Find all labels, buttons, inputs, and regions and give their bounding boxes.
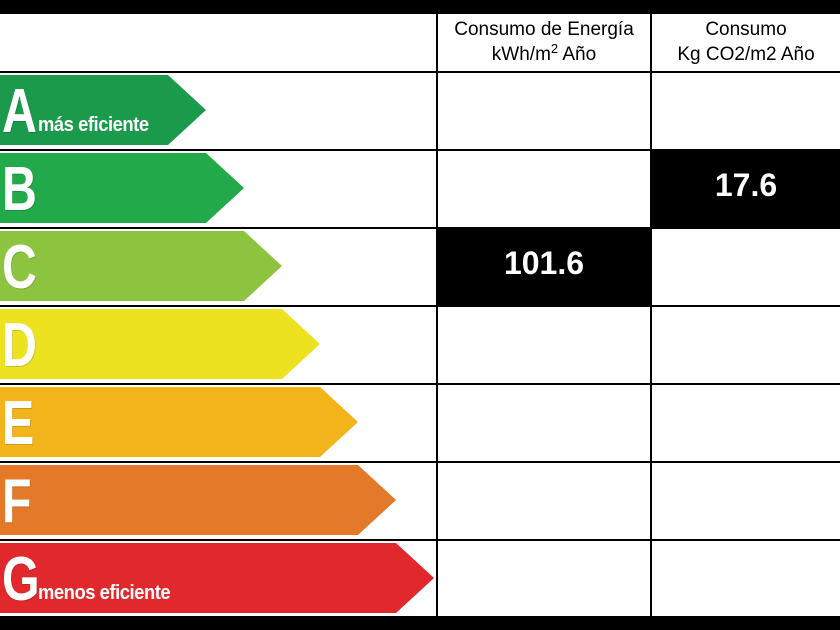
row-divider (0, 539, 840, 541)
row-divider (0, 616, 840, 618)
class-letter: G (2, 545, 40, 614)
energy-header-line1: Consumo de Energía (454, 18, 634, 40)
energy-value-box: 101.6 (438, 229, 650, 305)
energy-label-table: Consumo de Energía kWh/m2 Año Consumo Kg… (0, 12, 840, 618)
row-divider (0, 227, 840, 229)
row-divider (0, 149, 840, 151)
row-divider (0, 383, 840, 385)
class-sublabel: más eficiente (38, 114, 149, 136)
energy-header: Consumo de Energía kWh/m2 Año (438, 12, 650, 71)
row-divider (0, 12, 840, 14)
class-arrow-d: D (0, 309, 320, 379)
class-arrow-e: E (0, 387, 358, 457)
class-letter: D (2, 311, 37, 380)
row-divider (0, 71, 840, 73)
class-arrow-c: C (0, 231, 282, 301)
class-arrow-b: B (0, 153, 244, 223)
table-grid: Consumo de Energía kWh/m2 Año Consumo Kg… (0, 12, 840, 618)
co2-value-box: 17.6 (652, 151, 840, 227)
energy-class-row-d: D (0, 307, 840, 381)
class-arrow-f: F (0, 465, 396, 535)
energy-class-row-b: B (0, 151, 840, 225)
energy-class-row-c: C (0, 229, 840, 303)
class-letter: B (2, 155, 37, 224)
class-letter: A (2, 77, 37, 146)
co2-header: Consumo Kg CO2/m2 Año (652, 12, 840, 71)
co2-header-line2: Kg CO2/m2 Año (677, 43, 815, 65)
energy-header-line2: kWh/m2 Año (491, 40, 597, 65)
energy-class-row-f: F (0, 463, 840, 537)
energy-class-row-e: E (0, 385, 840, 459)
column-divider (650, 12, 652, 618)
class-letter: F (2, 467, 32, 536)
row-divider (0, 305, 840, 307)
co2-header-line1: Consumo (705, 18, 787, 40)
class-sublabel: menos eficiente (38, 582, 171, 604)
class-letter: C (2, 233, 37, 302)
class-letter: E (2, 389, 35, 458)
column-divider (436, 12, 438, 618)
row-divider (0, 461, 840, 463)
